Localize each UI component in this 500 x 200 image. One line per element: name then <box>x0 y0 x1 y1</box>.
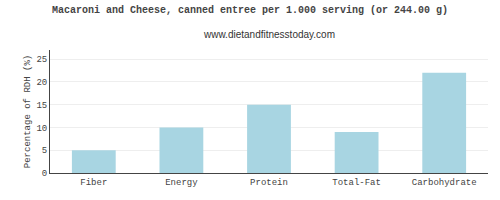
svg-text:Energy: Energy <box>165 178 198 188</box>
svg-text:Protein: Protein <box>250 178 288 188</box>
svg-text:www.dietandfitnesstoday.com: www.dietandfitnesstoday.com <box>203 29 335 40</box>
svg-text:Fiber: Fiber <box>80 178 107 188</box>
svg-text:Carbohydrate: Carbohydrate <box>412 178 477 188</box>
svg-text:15: 15 <box>36 101 47 111</box>
svg-text:25: 25 <box>36 55 47 65</box>
svg-text:20: 20 <box>36 78 47 88</box>
svg-text:10: 10 <box>36 124 47 134</box>
svg-text:0: 0 <box>42 169 47 179</box>
svg-text:5: 5 <box>42 146 47 156</box>
svg-text:Percentage of RDH (%): Percentage of RDH (%) <box>23 55 33 168</box>
svg-text:Macaroni and Cheese, canned en: Macaroni and Cheese, canned entree per 1… <box>52 5 448 16</box>
svg-text:Total-Fat: Total-Fat <box>332 178 381 188</box>
